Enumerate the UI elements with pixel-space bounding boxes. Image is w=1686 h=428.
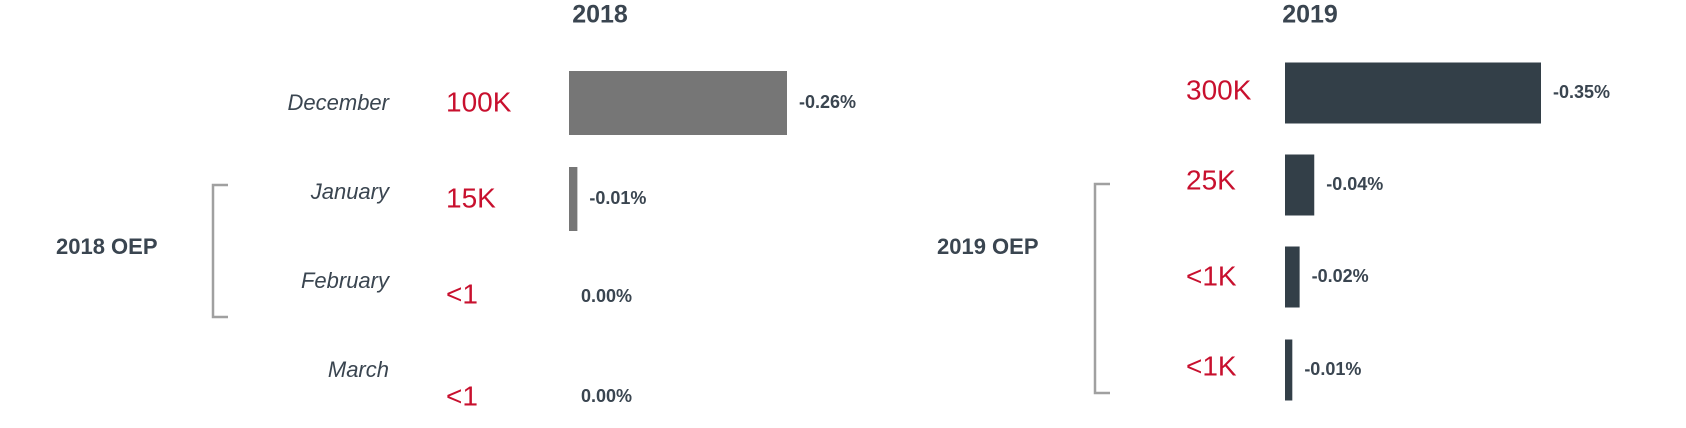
value-label: 0.00% xyxy=(581,286,632,306)
panel-title: 2018 xyxy=(572,1,628,29)
count-label: 100K xyxy=(446,86,512,117)
bar xyxy=(1285,339,1293,401)
bar xyxy=(1285,154,1315,216)
month-label: January xyxy=(310,179,391,204)
count-label: 25K xyxy=(1186,164,1236,195)
bar xyxy=(1285,62,1541,124)
value-label: -0.26% xyxy=(799,92,856,112)
group-bracket xyxy=(1093,182,1110,395)
count-label: 15K xyxy=(446,182,496,213)
month-label: February xyxy=(301,268,391,293)
month-label: March xyxy=(328,357,389,382)
count-label: <1K xyxy=(1186,350,1237,381)
value-label: -0.02% xyxy=(1312,266,1369,286)
value-label: -0.01% xyxy=(589,188,646,208)
month-label: December xyxy=(288,90,391,115)
group-bracket xyxy=(211,183,228,319)
value-label: -0.35% xyxy=(1553,82,1610,102)
value-label: -0.01% xyxy=(1304,359,1361,379)
group-label: 2019 OEP xyxy=(937,234,1039,259)
bar xyxy=(1285,246,1300,308)
value-label: -0.04% xyxy=(1326,174,1383,194)
group-label: 2018 OEP xyxy=(56,234,158,259)
bar xyxy=(569,71,787,135)
value-label: 0.00% xyxy=(581,386,632,406)
bar xyxy=(569,167,578,231)
count-label: <1 xyxy=(446,278,478,309)
panel-title: 2019 xyxy=(1282,1,1338,29)
count-label: 300K xyxy=(1186,74,1252,105)
count-label: <1 xyxy=(446,380,478,411)
count-label: <1K xyxy=(1186,260,1237,291)
